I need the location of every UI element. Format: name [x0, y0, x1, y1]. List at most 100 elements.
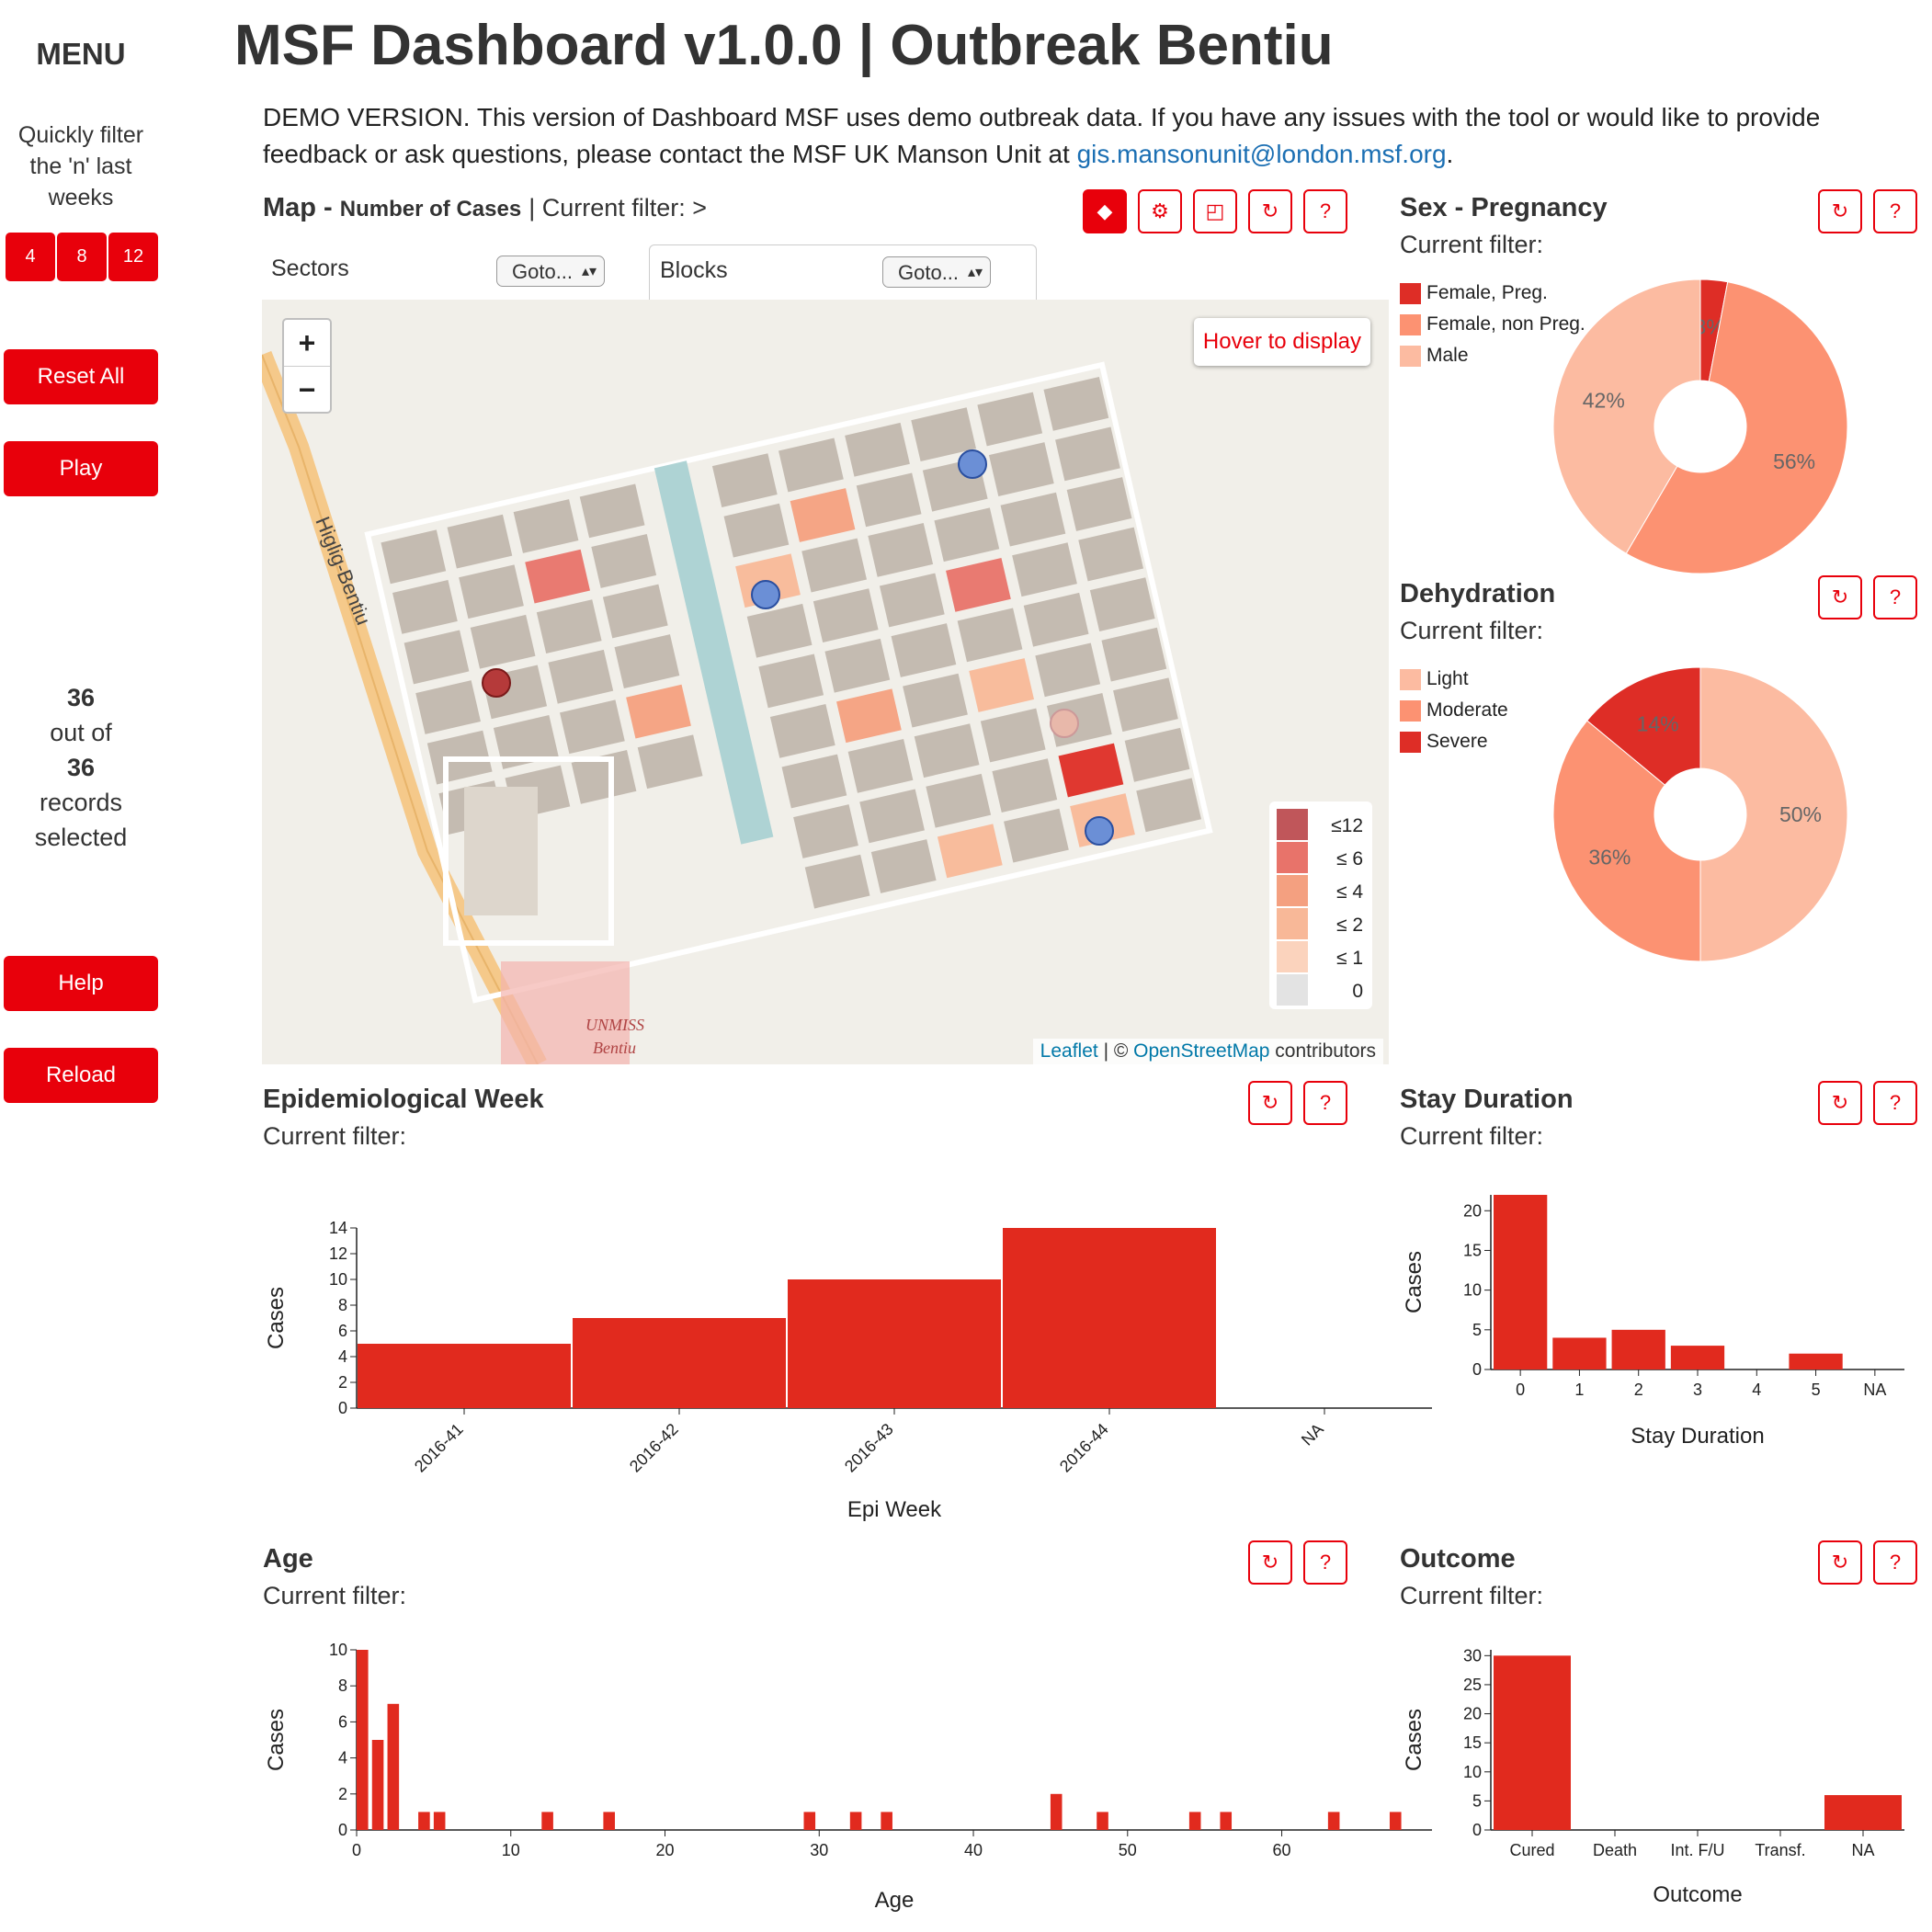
- last-4-weeks-button[interactable]: 4: [6, 233, 55, 281]
- last-8-weeks-button[interactable]: 8: [57, 233, 107, 281]
- dehydration-pie-chart: 50% 36% 14%: [1552, 666, 1848, 962]
- x-tick-label: NA: [1863, 1381, 1886, 1399]
- y-tick-label: 15: [1463, 1733, 1482, 1752]
- y-axis-label: Cases: [1402, 1709, 1426, 1771]
- legend-item[interactable]: Moderate: [1400, 695, 1508, 726]
- stay-reset-button[interactable]: ↻: [1818, 1081, 1862, 1125]
- pie-slice-label: 42%: [1583, 389, 1625, 413]
- y-tick-label: 5: [1472, 1791, 1482, 1810]
- map-block: [1089, 577, 1155, 631]
- legend-swatch: [1400, 313, 1421, 335]
- osm-link[interactable]: OpenStreetMap: [1133, 1040, 1270, 1062]
- bar: [849, 1812, 862, 1830]
- map-block: [824, 638, 891, 693]
- stay-panel-title: Stay Duration: [1400, 1085, 1574, 1114]
- bar: [1789, 1353, 1843, 1369]
- case-marker[interactable]: [1085, 816, 1114, 846]
- help-button[interactable]: Help: [4, 956, 158, 1011]
- sex-panel-title: Sex - Pregnancy: [1400, 193, 1608, 222]
- y-tick-label: 0: [1472, 1360, 1482, 1379]
- x-tick-label: 2016-44: [1056, 1420, 1112, 1476]
- map-block: [793, 804, 858, 858]
- dehydration-reset-button[interactable]: ↻: [1818, 575, 1862, 619]
- leaflet-link[interactable]: Leaflet: [1040, 1040, 1098, 1062]
- x-axis-label: Stay Duration: [1631, 1424, 1764, 1449]
- legend-item[interactable]: Female, non Preg.: [1400, 309, 1585, 340]
- map-block: [769, 704, 835, 758]
- y-tick-label: 10: [1463, 1281, 1482, 1300]
- case-marker[interactable]: [751, 580, 780, 609]
- map-block: [914, 723, 980, 778]
- map[interactable]: Higlig-Bentiu UNMISS Bentiu + − Hover to…: [262, 300, 1389, 1064]
- stay-help-button[interactable]: ?: [1873, 1081, 1917, 1125]
- legend-label: Light: [1426, 668, 1469, 689]
- epi-current-filter: Current filter:: [263, 1122, 407, 1150]
- map-block: [790, 488, 856, 542]
- map-reset-button[interactable]: ↻: [1248, 189, 1292, 233]
- map-expand-button[interactable]: ◰: [1193, 189, 1237, 233]
- y-tick-label: 8: [338, 1296, 347, 1314]
- quick-filter-text: Quickly filter the 'n' last weeks: [17, 122, 144, 210]
- map-block: [381, 529, 447, 585]
- sex-help-button[interactable]: ?: [1873, 189, 1917, 233]
- legend-item[interactable]: Light: [1400, 664, 1508, 695]
- x-tick-label: Death: [1593, 1841, 1637, 1859]
- reset-all-button[interactable]: Reset All: [4, 349, 158, 404]
- legend-label: Severe: [1426, 731, 1488, 752]
- case-marker[interactable]: [1050, 709, 1079, 738]
- legend-color: [1277, 875, 1308, 906]
- age-reset-button[interactable]: ↻: [1248, 1540, 1292, 1585]
- epi-reset-button[interactable]: ↻: [1248, 1081, 1292, 1125]
- map-block: [1055, 426, 1120, 482]
- map-block: [980, 708, 1046, 763]
- outcome-current-filter: Current filter:: [1400, 1582, 1544, 1609]
- map-current-filter: | Current filter: >: [528, 194, 708, 222]
- last-12-weeks-button[interactable]: 12: [108, 233, 158, 281]
- town-street: [443, 756, 614, 946]
- map-help-button[interactable]: ?: [1303, 189, 1347, 233]
- blocks-label: Blocks: [660, 257, 728, 283]
- bar: [418, 1812, 430, 1830]
- outcome-help-button[interactable]: ?: [1873, 1540, 1917, 1585]
- legend-item[interactable]: Severe: [1400, 726, 1508, 757]
- map-block: [513, 499, 579, 553]
- sex-reset-button[interactable]: ↻: [1818, 189, 1862, 233]
- zoom-in-button[interactable]: +: [284, 320, 330, 367]
- map-block: [1136, 778, 1202, 833]
- records-out-of: out of: [50, 719, 112, 746]
- map-block: [801, 538, 868, 593]
- outcome-reset-button[interactable]: ↻: [1818, 1540, 1862, 1585]
- pie-slice: [1625, 281, 1848, 574]
- zoom-out-button[interactable]: −: [298, 373, 316, 406]
- epi-week-chart: 0 2 4 6 8 10 12 14 2016-41 2016-42 2016-43 2016-44 N…: [264, 1219, 1432, 1522]
- age-help-button[interactable]: ?: [1303, 1540, 1347, 1585]
- case-marker[interactable]: [958, 449, 987, 479]
- map-settings-button[interactable]: ⚙: [1138, 189, 1182, 233]
- dehydration-help-button[interactable]: ?: [1873, 575, 1917, 619]
- legend-item[interactable]: Female, Preg.: [1400, 278, 1585, 309]
- blocks-goto-select[interactable]: Goto... ▴▾: [882, 256, 991, 288]
- x-tick-label: 5: [1812, 1381, 1821, 1399]
- map-block: [1004, 808, 1069, 863]
- map-layer-button[interactable]: ◆: [1083, 189, 1127, 233]
- epi-help-button[interactable]: ?: [1303, 1081, 1347, 1125]
- map-block: [870, 839, 937, 893]
- play-button[interactable]: Play: [4, 441, 158, 496]
- x-tick-label: 10: [502, 1841, 520, 1859]
- reload-button[interactable]: Reload: [4, 1048, 158, 1103]
- case-marker[interactable]: [482, 668, 511, 698]
- bar: [1389, 1812, 1402, 1830]
- map-block: [946, 557, 1011, 612]
- map-block: [969, 658, 1035, 712]
- x-tick-label: 2016-41: [411, 1420, 467, 1476]
- legend-item[interactable]: Male: [1400, 340, 1585, 371]
- sex-pie-chart: 3%56%42%: [1552, 278, 1848, 574]
- map-block: [493, 715, 559, 769]
- contact-email-link[interactable]: gis.mansonunit@london.msf.org: [1076, 140, 1447, 168]
- outcome-chart: 0 5 10 15 20 25 30 Cured Death Int. F/U Transf. NA O…: [1402, 1646, 1904, 1907]
- sectors-goto-select[interactable]: Goto... ▴▾: [496, 256, 605, 287]
- map-block: [548, 649, 614, 704]
- bar: [1188, 1812, 1201, 1830]
- page-title: MSF Dashboard v1.0.0 | Outbreak Bentiu: [234, 14, 1334, 77]
- x-tick-label: 2016-43: [841, 1420, 897, 1476]
